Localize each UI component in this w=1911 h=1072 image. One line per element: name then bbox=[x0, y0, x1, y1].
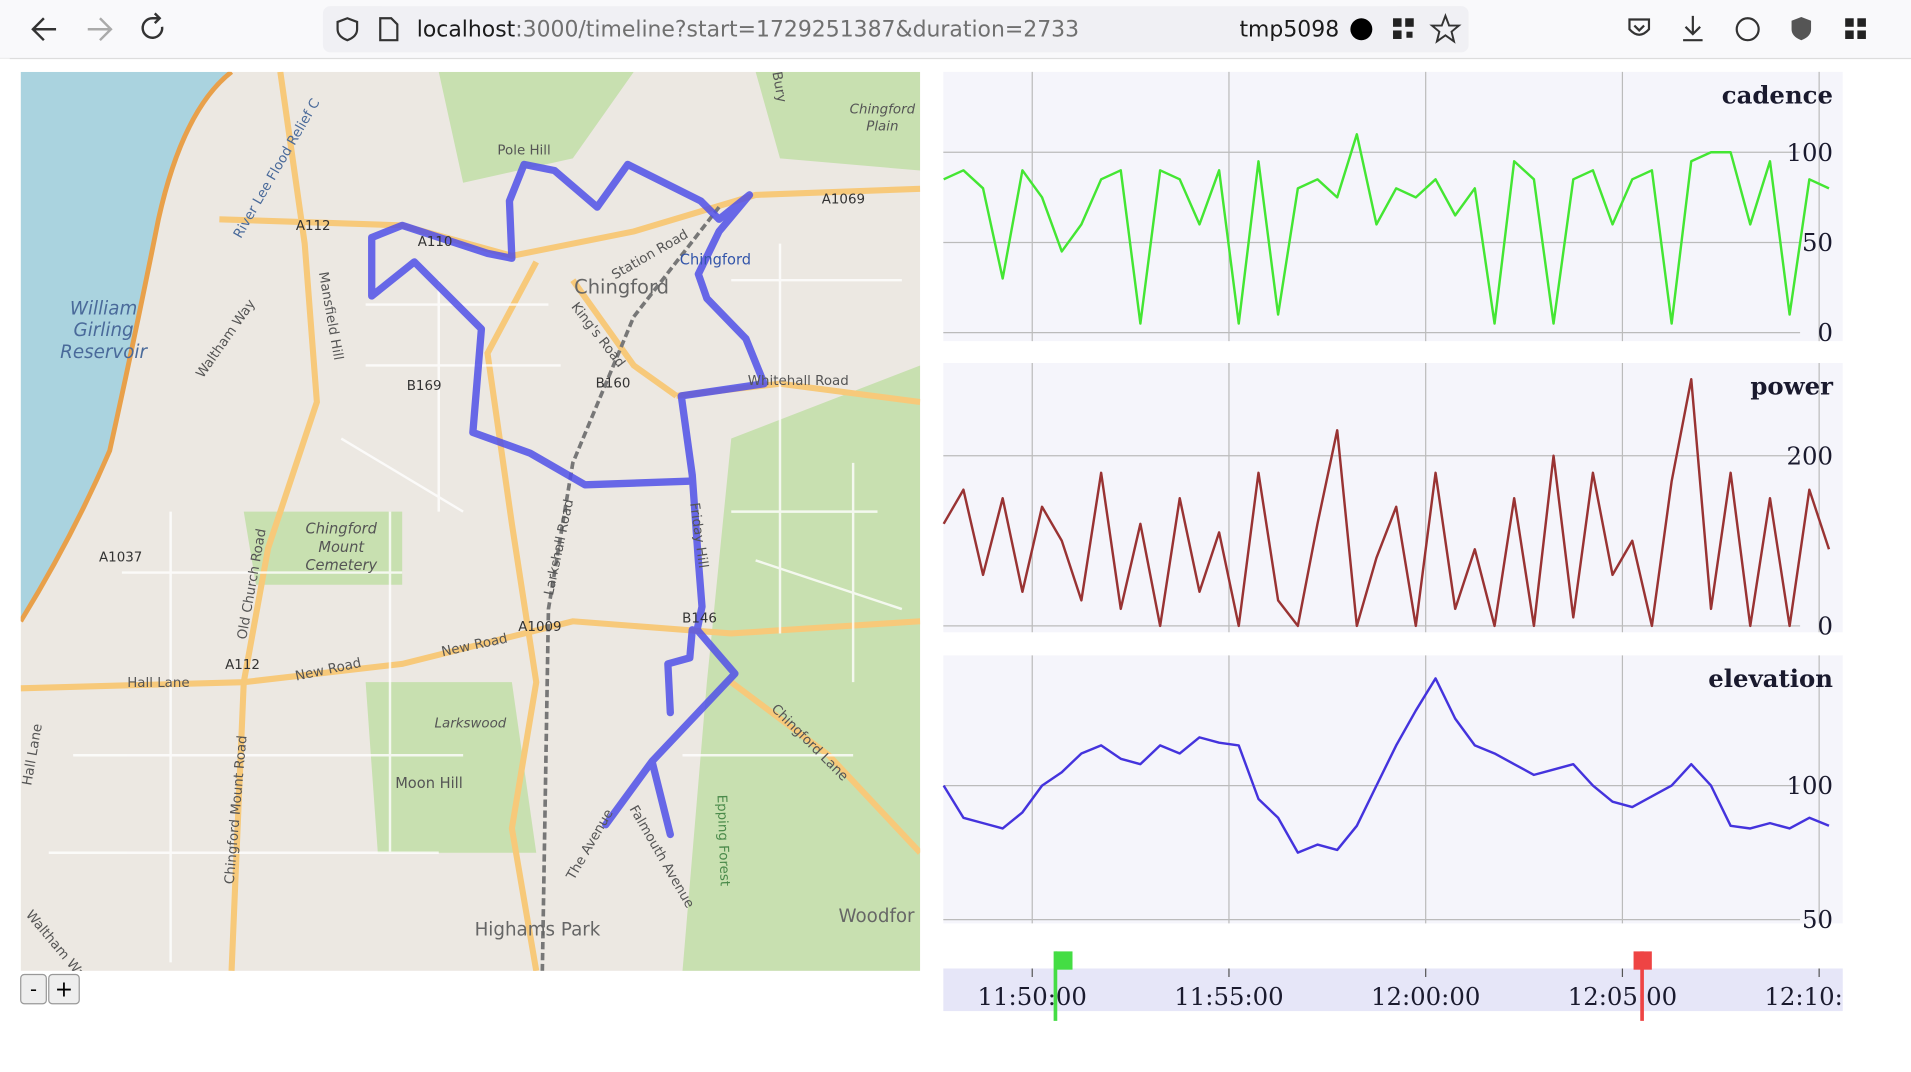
map-label: Chingford bbox=[680, 251, 751, 268]
profile-dot bbox=[1350, 18, 1373, 41]
map-label: Plain bbox=[866, 119, 898, 134]
zoom-in-button[interactable] bbox=[48, 973, 80, 1005]
map-label: Woodfor bbox=[839, 906, 916, 927]
map: Pole Hill Chingford Chingford Station Ro… bbox=[20, 70, 921, 971]
map-label: Bury bbox=[768, 70, 788, 103]
map-label: Girling bbox=[74, 320, 134, 341]
toolbar: localhost:3000/timeline?start=1729251387… bbox=[0, 0, 1911, 60]
url-bar[interactable] bbox=[322, 6, 1469, 53]
road-shield: A1009 bbox=[518, 620, 561, 635]
map-label: William bbox=[70, 298, 137, 319]
ublock-icon[interactable] bbox=[1791, 17, 1812, 41]
railway bbox=[540, 205, 721, 971]
chart-title: elevation bbox=[1708, 664, 1833, 693]
url-host: localhost bbox=[417, 18, 516, 43]
map-label: Moon Hill bbox=[395, 775, 463, 792]
zoom-out-button[interactable] bbox=[20, 973, 47, 1005]
zoom-in-label: + bbox=[55, 977, 73, 1002]
url: localhost:3000/timeline?start=1729251387… bbox=[417, 18, 1079, 43]
zoom-controls: - + bbox=[20, 973, 80, 1005]
chart-title: cadence bbox=[1722, 81, 1833, 110]
map-label: Larkswood bbox=[435, 716, 507, 731]
y-tick-label: 50 bbox=[1802, 228, 1833, 257]
x-tick-label: 11:50:00 bbox=[978, 982, 1087, 1011]
series-line bbox=[942, 378, 1831, 628]
qr-icon[interactable] bbox=[1393, 18, 1414, 39]
page-icon bbox=[379, 17, 399, 42]
profile-label: tmp5098 bbox=[1239, 18, 1339, 43]
road-shield: A112 bbox=[296, 219, 331, 234]
back-button[interactable] bbox=[31, 17, 57, 42]
park bbox=[243, 71, 921, 971]
timeline-bg bbox=[943, 968, 1843, 1012]
y-tick-label: 200 bbox=[1786, 441, 1833, 470]
road-shield: A110 bbox=[418, 235, 453, 250]
map-label: Chingford bbox=[574, 276, 669, 299]
map-label: Chingford bbox=[306, 521, 378, 538]
map-label: Reservoir bbox=[60, 342, 148, 363]
x-tick-label: 11:55:00 bbox=[1174, 982, 1283, 1011]
chart-panel bbox=[943, 655, 1843, 924]
road-shield: A1037 bbox=[99, 551, 142, 566]
main-roads bbox=[20, 71, 921, 971]
y-tick-label: 0 bbox=[1817, 611, 1833, 640]
sidebar-edge bbox=[0, 58, 10, 1072]
x-tick-label: 12:00:00 bbox=[1371, 982, 1480, 1011]
extensions-icon[interactable] bbox=[1845, 18, 1866, 39]
bookmark-star[interactable] bbox=[1429, 13, 1462, 44]
pocket-icon[interactable] bbox=[1628, 18, 1651, 36]
map-label: Chingford bbox=[850, 102, 916, 117]
road-shield: B146 bbox=[682, 611, 717, 626]
charts: 0 50 100 cadence 0 200 power 50 100 elevation 11:5… bbox=[942, 71, 1873, 1021]
url-path: :3000/timeline?start=1729251387&duration… bbox=[515, 18, 1079, 43]
route bbox=[368, 160, 768, 839]
series-line bbox=[943, 133, 1830, 325]
road-shield: B169 bbox=[407, 379, 442, 394]
map-label: Epping Forest bbox=[713, 794, 731, 886]
map-label: Mount bbox=[318, 539, 365, 556]
x-tick-label: 12:05:00 bbox=[1568, 982, 1677, 1011]
road-shield: A112 bbox=[225, 658, 260, 673]
start-handle bbox=[1055, 951, 1073, 970]
map-label: Pole Hill bbox=[497, 144, 550, 159]
reservoir bbox=[20, 71, 232, 622]
road bbox=[20, 71, 234, 623]
x-tick-label: 12:10:00 bbox=[1764, 982, 1873, 1011]
road-shield: A1069 bbox=[822, 192, 865, 207]
chart-title: power bbox=[1750, 372, 1834, 401]
y-tick-label: 100 bbox=[1786, 138, 1833, 167]
road-shield: B160 bbox=[596, 376, 631, 391]
map-label: Highams Park bbox=[475, 920, 601, 941]
y-tick-label: 0 bbox=[1817, 318, 1833, 347]
forward-button[interactable] bbox=[87, 17, 113, 42]
reload-button[interactable] bbox=[141, 12, 164, 39]
chart-panel bbox=[943, 71, 1843, 342]
timeline-labels: 11:50:00 11:55:00 12:00:00 12:05:00 12:10:00 bbox=[978, 968, 1873, 1011]
map-label: Whitehall Road bbox=[748, 374, 849, 389]
y-tick-label: 50 bbox=[1802, 905, 1833, 934]
zoom-out-label: - bbox=[30, 977, 37, 1000]
download-icon[interactable] bbox=[1683, 15, 1703, 42]
series-line bbox=[942, 677, 1830, 854]
y-tick-label: 100 bbox=[1786, 771, 1833, 800]
map-label: Cemetery bbox=[305, 557, 377, 574]
end-handle bbox=[1633, 951, 1652, 970]
shield-icon[interactable] bbox=[336, 17, 359, 42]
map-label: Hall Lane bbox=[127, 676, 189, 691]
account-icon[interactable] bbox=[1735, 17, 1760, 42]
